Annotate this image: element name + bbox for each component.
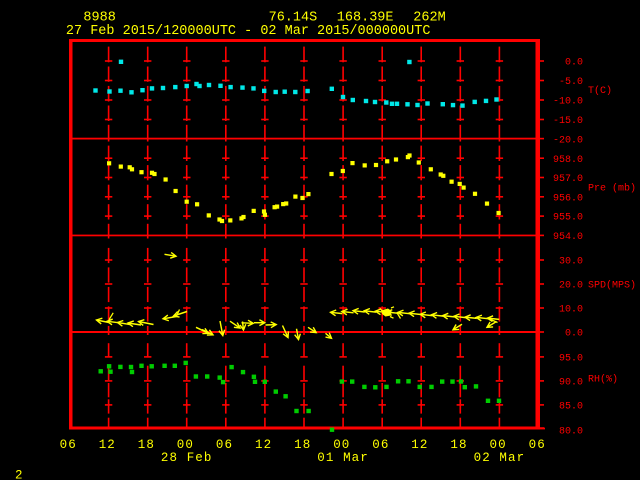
svg-text:SPD(MPS): SPD(MPS) [588, 279, 636, 291]
svg-text:18: 18 [450, 438, 467, 452]
svg-text:0.0: 0.0 [565, 329, 583, 340]
svg-text:-20.0: -20.0 [553, 136, 583, 147]
svg-text:-5.0: -5.0 [559, 77, 583, 88]
svg-text:12: 12 [411, 438, 428, 452]
svg-text:8988: 8988 [83, 11, 115, 26]
svg-text:06: 06 [60, 438, 77, 452]
svg-text:956.0: 956.0 [553, 193, 583, 204]
svg-text:18: 18 [294, 438, 311, 452]
svg-text:2: 2 [15, 468, 23, 480]
svg-text:RH(%): RH(%) [588, 374, 618, 386]
svg-text:-15.0: -15.0 [553, 116, 583, 127]
svg-text:0.0: 0.0 [565, 58, 583, 69]
svg-text:T(C): T(C) [588, 85, 612, 97]
svg-text:262M: 262M [413, 11, 445, 26]
svg-text:95.0: 95.0 [559, 354, 583, 365]
svg-text:00: 00 [489, 438, 506, 452]
svg-text:00: 00 [177, 438, 194, 452]
svg-text:80.0: 80.0 [559, 426, 583, 437]
svg-text:954.0: 954.0 [553, 232, 583, 243]
svg-text:76.14S: 76.14S [269, 11, 318, 26]
svg-text:27 Feb 2015/120000UTC - 02 Mar: 27 Feb 2015/120000UTC - 02 Mar 2015/0000… [66, 24, 431, 39]
svg-text:20.0: 20.0 [559, 281, 583, 292]
svg-text:01 Mar: 01 Mar [317, 451, 369, 465]
svg-text:10.0: 10.0 [559, 305, 583, 316]
svg-text:85.0: 85.0 [559, 402, 583, 413]
svg-text:-10.0: -10.0 [553, 97, 583, 108]
svg-text:955.0: 955.0 [553, 213, 583, 224]
svg-text:168.39E: 168.39E [337, 11, 394, 26]
svg-text:18: 18 [138, 438, 155, 452]
svg-text:12: 12 [255, 438, 272, 452]
svg-text:00: 00 [333, 438, 350, 452]
svg-text:28 Feb: 28 Feb [161, 451, 213, 465]
svg-text:Pre (mb): Pre (mb) [588, 183, 636, 195]
svg-text:958.0: 958.0 [553, 155, 583, 166]
svg-text:02 Mar: 02 Mar [474, 451, 526, 465]
svg-text:12: 12 [99, 438, 116, 452]
svg-text:06: 06 [216, 438, 233, 452]
svg-text:90.0: 90.0 [559, 378, 583, 389]
svg-text:30.0: 30.0 [559, 257, 583, 268]
svg-text:957.0: 957.0 [553, 174, 583, 185]
svg-text:06: 06 [529, 438, 546, 452]
svg-text:06: 06 [372, 438, 389, 452]
